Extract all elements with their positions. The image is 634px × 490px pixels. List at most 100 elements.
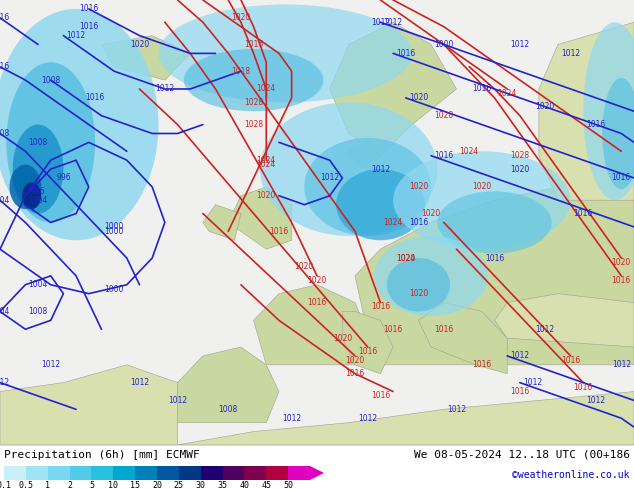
Text: 1012: 1012 [561,49,580,58]
Text: 1024: 1024 [257,156,276,165]
Bar [223,466,245,480]
Text: 1020: 1020 [472,182,491,192]
Text: 1016: 1016 [434,151,453,160]
Text: 0.5: 0.5 [18,481,34,490]
Polygon shape [101,36,190,80]
Text: 15: 15 [130,481,140,490]
Text: 1016: 1016 [307,298,327,307]
Text: 1024: 1024 [257,84,276,94]
Bar [70,466,91,480]
Text: 1016: 1016 [472,360,491,369]
Text: 1000: 1000 [434,40,453,49]
Text: 2: 2 [67,481,72,490]
Text: 1012: 1012 [320,173,339,182]
Text: 1012: 1012 [282,414,301,423]
Text: 1008: 1008 [0,129,10,138]
Text: We 08-05-2024 12..18 UTC (00+186: We 08-05-2024 12..18 UTC (00+186 [414,450,630,460]
Text: 1016: 1016 [0,13,10,23]
Text: 1020: 1020 [346,356,365,365]
Text: 1004: 1004 [29,196,48,205]
Bar [201,466,223,480]
Text: 1020: 1020 [409,94,428,102]
Bar [266,466,288,480]
Ellipse shape [393,151,571,249]
Ellipse shape [6,62,95,222]
Text: 1020: 1020 [295,263,314,271]
Text: 1012: 1012 [41,360,60,369]
Text: 1016: 1016 [86,94,105,102]
Text: 1008: 1008 [41,75,60,85]
Text: 1004: 1004 [0,307,10,316]
Text: 1012: 1012 [612,360,631,369]
Text: 996: 996 [56,173,71,182]
Text: 1000: 1000 [105,285,124,294]
Polygon shape [254,285,368,365]
Text: 1020: 1020 [130,40,149,49]
Text: 1012: 1012 [371,165,390,173]
Text: 1016: 1016 [485,253,504,263]
Ellipse shape [374,236,488,316]
Text: 1020: 1020 [536,102,555,111]
Text: 1024: 1024 [384,218,403,227]
Text: 1020: 1020 [422,209,441,218]
Text: 1028: 1028 [434,111,453,120]
Bar [91,466,113,480]
Text: 0.1: 0.1 [0,481,11,490]
Bar [4,466,26,480]
Ellipse shape [336,169,425,240]
Text: 1016: 1016 [434,325,453,334]
Text: 1012: 1012 [155,84,174,94]
Text: 1016: 1016 [384,325,403,334]
Polygon shape [310,466,324,480]
Text: 1016: 1016 [574,209,593,218]
Text: 1020: 1020 [307,276,327,285]
Ellipse shape [583,22,634,200]
Text: 1012: 1012 [0,378,10,387]
Text: 1016: 1016 [358,347,377,356]
Text: 1012: 1012 [536,325,555,334]
Text: 25: 25 [174,481,184,490]
Text: 1012: 1012 [447,405,466,414]
Text: 1016: 1016 [0,62,10,71]
Text: 1000: 1000 [105,227,124,236]
Text: 1028: 1028 [244,98,263,107]
Polygon shape [495,294,634,347]
Text: 1012: 1012 [358,414,377,423]
Text: 1024: 1024 [396,253,415,263]
Bar [48,466,70,480]
Ellipse shape [13,124,63,214]
Polygon shape [539,22,634,200]
Text: 1016: 1016 [472,84,491,94]
Ellipse shape [0,9,158,240]
Text: 1008: 1008 [219,405,238,414]
Ellipse shape [304,138,431,236]
Text: 1016: 1016 [346,369,365,378]
Text: 1024: 1024 [257,160,276,169]
Text: 10: 10 [108,481,119,490]
Polygon shape [178,347,279,423]
Polygon shape [330,22,456,156]
Ellipse shape [387,258,450,312]
Text: 1020: 1020 [409,182,428,192]
Text: 1016: 1016 [244,40,263,49]
Text: 1012: 1012 [384,18,403,27]
Text: 1028: 1028 [510,151,529,160]
Text: 1016: 1016 [510,387,529,396]
Text: ©weatheronline.co.uk: ©weatheronline.co.uk [512,470,630,480]
Bar [135,466,157,480]
Text: 1020: 1020 [510,165,529,173]
Text: 1012: 1012 [67,31,86,40]
Text: 5: 5 [89,481,94,490]
Text: 1020: 1020 [612,258,631,267]
Text: 1016: 1016 [409,218,428,227]
Bar [288,466,310,480]
Text: 1018: 1018 [231,67,250,75]
Bar [157,466,179,480]
Text: 996: 996 [30,187,46,196]
Text: 1004: 1004 [0,196,10,205]
Polygon shape [178,392,634,445]
Text: 1012: 1012 [510,351,529,361]
Text: 1028: 1028 [244,120,263,129]
Bar [179,466,201,480]
Ellipse shape [602,78,634,189]
